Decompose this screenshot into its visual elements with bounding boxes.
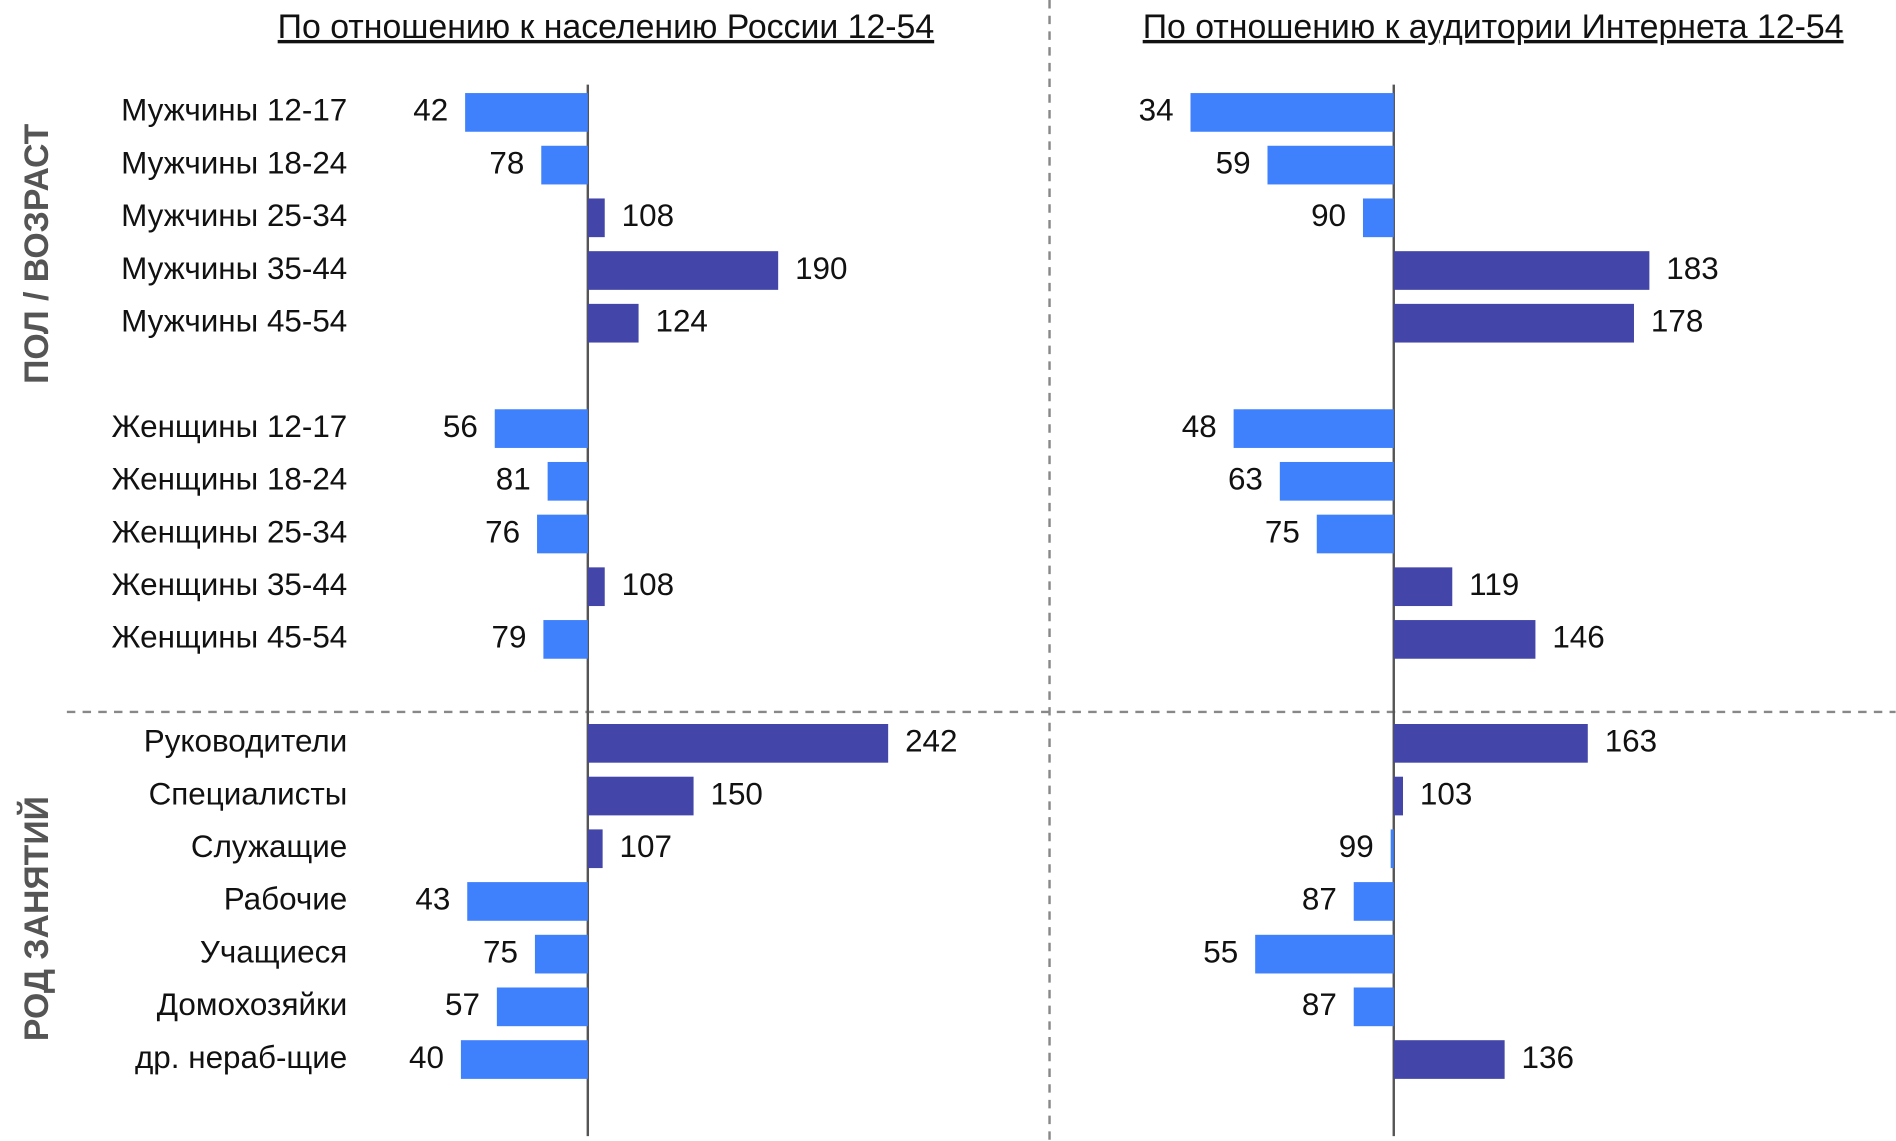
value-label: 242 bbox=[905, 724, 957, 759]
category-label: Служащие bbox=[191, 829, 347, 864]
bar bbox=[587, 567, 605, 607]
category-label: Женщины 18-24 bbox=[112, 462, 348, 497]
category-label: Женщины 25-34 bbox=[112, 514, 348, 549]
value-label: 150 bbox=[710, 776, 762, 811]
category-label: Специалисты bbox=[149, 776, 348, 811]
group-label: ПОЛ / ВОЗРАСТ bbox=[18, 123, 56, 384]
bar bbox=[587, 303, 639, 343]
bar bbox=[1393, 620, 1536, 659]
value-label: 42 bbox=[413, 93, 448, 128]
value-label: 55 bbox=[1203, 934, 1238, 969]
value-label: 87 bbox=[1302, 987, 1337, 1022]
category-label: Женщины 45-54 bbox=[112, 620, 348, 655]
category-label: Руководители bbox=[144, 724, 348, 759]
group-label: РОД ЗАНЯТИЙ bbox=[17, 796, 56, 1041]
bar bbox=[1362, 198, 1394, 238]
category-label: Мужчины 25-34 bbox=[121, 198, 347, 233]
value-label: 124 bbox=[655, 303, 707, 338]
value-label: 81 bbox=[496, 462, 531, 497]
value-label: 56 bbox=[443, 409, 478, 444]
value-label: 99 bbox=[1339, 829, 1374, 864]
value-label: 75 bbox=[483, 934, 518, 969]
category-label: Рабочие bbox=[224, 882, 348, 917]
bar bbox=[1393, 567, 1453, 607]
value-label: 108 bbox=[622, 198, 674, 233]
bar bbox=[465, 93, 588, 132]
bar bbox=[1255, 934, 1394, 974]
bar bbox=[1233, 409, 1394, 448]
bar bbox=[1393, 251, 1650, 290]
bar bbox=[1393, 1040, 1505, 1079]
bar bbox=[1316, 514, 1394, 554]
value-label: 43 bbox=[415, 882, 450, 917]
bar bbox=[547, 461, 588, 501]
bar bbox=[1393, 724, 1588, 763]
value-label: 163 bbox=[1605, 724, 1657, 759]
value-label: 40 bbox=[409, 1040, 444, 1075]
bar bbox=[1393, 776, 1404, 816]
bar bbox=[541, 145, 588, 185]
value-label: 107 bbox=[620, 829, 672, 864]
bar bbox=[1267, 145, 1394, 185]
bar bbox=[587, 724, 889, 763]
value-label: 146 bbox=[1552, 620, 1604, 655]
bar bbox=[534, 934, 588, 974]
category-label: Мужчины 18-24 bbox=[121, 145, 347, 180]
bar bbox=[543, 620, 588, 659]
bar bbox=[1393, 303, 1634, 343]
value-label: 34 bbox=[1139, 93, 1174, 128]
value-label: 90 bbox=[1311, 198, 1346, 233]
bar bbox=[587, 829, 603, 869]
value-label: 48 bbox=[1182, 409, 1217, 444]
bar bbox=[587, 776, 694, 816]
value-label: 108 bbox=[622, 567, 674, 602]
bar bbox=[587, 198, 605, 238]
bar bbox=[467, 882, 588, 921]
bar bbox=[496, 987, 588, 1027]
value-label: 119 bbox=[1469, 567, 1519, 602]
value-label: 75 bbox=[1265, 514, 1300, 549]
value-label: 136 bbox=[1522, 1040, 1574, 1075]
category-label: Мужчины 45-54 bbox=[121, 303, 347, 338]
panel-title: По отношению к населению России 12-54 bbox=[278, 8, 935, 46]
value-label: 178 bbox=[1651, 303, 1703, 338]
panel-title: По отношению к аудитории Интернета 12-54 bbox=[1143, 8, 1844, 46]
category-label: др. нераб-щие bbox=[135, 1040, 347, 1075]
bar bbox=[587, 251, 779, 290]
bar bbox=[1353, 882, 1394, 921]
category-label: Домохозяйки bbox=[157, 987, 348, 1022]
value-label: 59 bbox=[1216, 145, 1251, 180]
value-label: 78 bbox=[489, 145, 524, 180]
category-label: Мужчины 12-17 bbox=[121, 93, 347, 128]
value-label: 183 bbox=[1666, 251, 1718, 286]
bar bbox=[1190, 93, 1394, 132]
category-label: Женщины 12-17 bbox=[112, 409, 348, 444]
value-label: 87 bbox=[1302, 882, 1337, 917]
category-label: Учащиеся bbox=[200, 934, 347, 969]
value-label: 79 bbox=[492, 620, 527, 655]
value-label: 57 bbox=[445, 987, 480, 1022]
value-label: 190 bbox=[795, 251, 847, 286]
bar bbox=[1390, 829, 1394, 869]
bar bbox=[460, 1040, 588, 1079]
bar bbox=[494, 409, 588, 448]
bar bbox=[537, 514, 588, 554]
value-label: 103 bbox=[1420, 776, 1472, 811]
category-label: Женщины 35-44 bbox=[112, 567, 348, 602]
bar bbox=[1353, 987, 1394, 1027]
value-label: 63 bbox=[1228, 462, 1263, 497]
bar bbox=[1279, 461, 1394, 501]
category-label: Мужчины 35-44 bbox=[121, 251, 347, 286]
value-label: 76 bbox=[485, 514, 520, 549]
